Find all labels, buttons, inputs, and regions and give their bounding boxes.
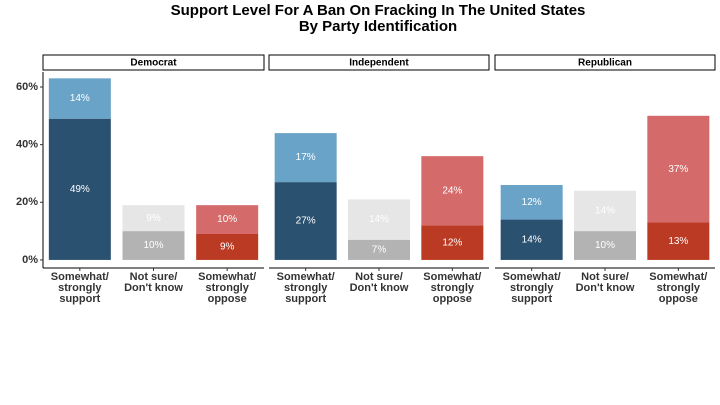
- value-label: 10%: [143, 240, 163, 251]
- bar-segment: [122, 205, 185, 232]
- value-label: 12%: [442, 237, 462, 248]
- strip: [268, 54, 490, 71]
- bar-segment: [196, 205, 259, 234]
- x-tick-label: Somewhat/strongly oppose: [198, 271, 256, 305]
- value-label: 9%: [146, 213, 161, 224]
- strip-label: Republican: [578, 58, 632, 69]
- x-tick-label: Somewhat/strongly support: [503, 271, 561, 305]
- chart-subtitle: By Party Identification: [299, 18, 457, 35]
- y-tick-label: 20%: [16, 196, 38, 208]
- value-label: 14%: [522, 234, 542, 245]
- bar-segment: [574, 190, 636, 232]
- x-tick-label: Somewhat/strongly oppose: [423, 271, 481, 305]
- value-label: 13%: [668, 236, 688, 247]
- x-tick-label: Not sure/Don't know: [124, 271, 183, 294]
- bar-segment: [274, 133, 337, 183]
- x-tick-label: Somewhat/strongly support: [277, 271, 335, 305]
- strip-label: Democrat: [130, 58, 177, 69]
- bar-segment: [647, 222, 710, 260]
- bar-segment: [500, 184, 563, 220]
- y-tick-label: 60%: [16, 81, 38, 93]
- bar-segment: [421, 156, 484, 226]
- x-tick-label: Somewhat/strongly oppose: [649, 271, 707, 305]
- bar-segment: [48, 78, 111, 119]
- chart-title: Support Level For A Ban On Fracking In T…: [171, 2, 586, 19]
- y-tick-label: 0%: [22, 254, 38, 266]
- value-label: 17%: [296, 152, 316, 163]
- x-tick-label: Not sure/Don't know: [576, 271, 635, 294]
- value-label: 7%: [372, 244, 387, 255]
- x-tick-label: Somewhat/strongly support: [51, 271, 109, 305]
- strip-label: Independent: [349, 58, 409, 69]
- value-label: 10%: [595, 240, 615, 251]
- bar-segment: [274, 182, 337, 260]
- value-label: 12%: [522, 197, 542, 208]
- value-label: 27%: [296, 216, 316, 227]
- bar-segment: [647, 115, 710, 223]
- bar-segment: [196, 233, 259, 260]
- value-label: 14%: [369, 214, 389, 225]
- bar-segment: [500, 219, 563, 260]
- x-tick-label: Not sure/Don't know: [350, 271, 409, 294]
- value-label: 24%: [442, 185, 462, 196]
- value-label: 14%: [595, 206, 615, 217]
- strip: [494, 54, 716, 71]
- value-label: 49%: [70, 184, 90, 195]
- y-tick-label: 40%: [16, 139, 38, 151]
- bar-segment: [122, 231, 185, 260]
- value-label: 10%: [217, 214, 237, 225]
- value-label: 37%: [668, 164, 688, 175]
- bar-segment: [574, 231, 636, 260]
- strip: [42, 54, 265, 71]
- bar-segment: [348, 199, 410, 240]
- bar-segment: [48, 118, 111, 260]
- bar-segment: [421, 225, 484, 260]
- bar-segment: [348, 239, 410, 260]
- value-label: 14%: [70, 93, 90, 104]
- value-label: 9%: [220, 242, 235, 253]
